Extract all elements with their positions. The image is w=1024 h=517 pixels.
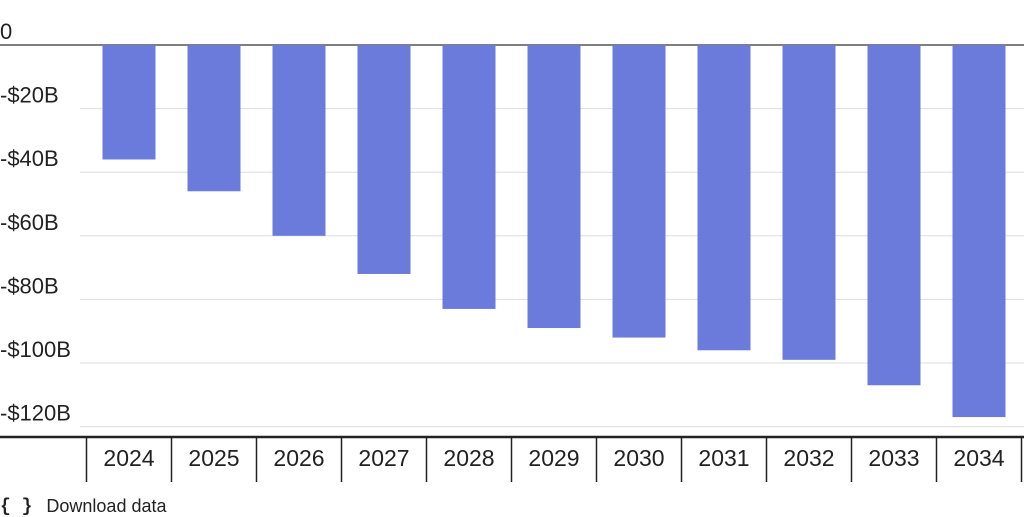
code-braces-icon: { } [0,496,33,517]
bar-2031 [697,45,751,351]
x-tick-label: 2026 [273,445,324,471]
x-tick-label: 2030 [613,445,664,471]
x-tick-label: 2032 [783,445,834,471]
bar-2025 [187,45,241,192]
bar-2033 [867,45,921,386]
y-tick-label: -$120B [0,401,71,426]
y-tick-label: -$40B [0,146,59,171]
bar-2024 [102,45,156,160]
x-tick-label: 2034 [953,445,1004,471]
y-tick-label: -$20B [0,83,59,108]
x-tick-label: 2033 [868,445,919,471]
bar-2030 [612,45,666,338]
bar-2032 [782,45,836,360]
y-tick-label: 0 [0,19,12,44]
bar-2029 [527,45,581,329]
y-axis-tick-labels: 0 -$20B -$40B -$60B -$80B -$100B -$120B [0,19,71,426]
y-tick-label: -$100B [0,337,71,362]
x-tick-label: 2024 [103,445,154,471]
x-tick-label: 2027 [358,445,409,471]
x-tick-label: 2029 [528,445,579,471]
x-axis: 2024 2025 2026 2027 2028 2029 2030 2031 2032 2033… [0,435,1024,482]
bar-2034 [952,45,1006,418]
bar-2027 [357,45,411,274]
bar-2028 [442,45,496,309]
x-tick-label: 2025 [188,445,239,471]
bar-2026 [272,45,326,236]
x-tick-label: 2028 [443,445,494,471]
download-data-link[interactable]: { } Download data [0,496,167,517]
bars [102,45,1006,418]
y-tick-label: -$60B [0,210,59,235]
x-tick-label: 2031 [698,445,749,471]
download-data-label: Download data [46,496,167,516]
y-tick-label: -$80B [0,273,59,298]
